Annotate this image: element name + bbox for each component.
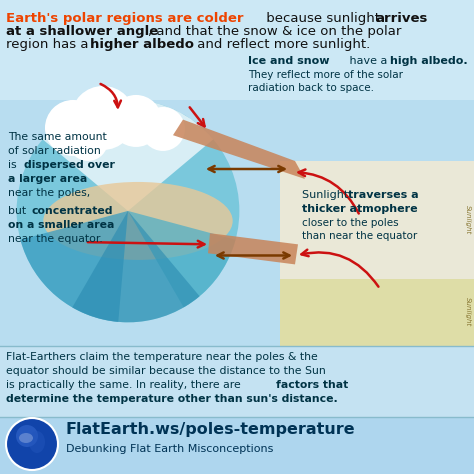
Text: is practically the same. In reality, there are: is practically the same. In reality, the… [6, 380, 244, 390]
Bar [0, 0, 474, 100]
Text: at a shallower angle: at a shallower angle [6, 25, 158, 38]
Wedge shape [20, 211, 128, 322]
Text: Sunlight: Sunlight [465, 205, 471, 235]
Circle shape [16, 425, 38, 447]
Text: They reflect more of the solar: They reflect more of the solar [248, 70, 403, 80]
Text: and reflect more sunlight.: and reflect more sunlight. [193, 38, 370, 51]
Text: concentrated: concentrated [32, 206, 113, 216]
Text: Sunlight: Sunlight [465, 297, 471, 327]
Text: than near the equator: than near the equator [302, 231, 417, 241]
Polygon shape [173, 119, 305, 179]
Ellipse shape [43, 182, 233, 260]
Text: higher albedo: higher albedo [90, 38, 194, 51]
Text: The same amount: The same amount [8, 132, 107, 142]
Text: closer to the poles: closer to the poles [302, 218, 399, 228]
Text: is: is [8, 160, 20, 170]
Text: a larger area: a larger area [8, 174, 87, 184]
Bar [0, 417, 474, 474]
Text: radiation back to space.: radiation back to space. [248, 83, 374, 93]
Text: factors that: factors that [276, 380, 348, 390]
Bar [280, 279, 474, 346]
Circle shape [45, 100, 101, 156]
Text: Ice and snow: Ice and snow [248, 56, 329, 66]
Wedge shape [43, 100, 213, 211]
Circle shape [71, 86, 135, 150]
Polygon shape [208, 233, 298, 264]
Text: FlatEarth.ws/poles-temperature: FlatEarth.ws/poles-temperature [66, 422, 356, 437]
Circle shape [110, 95, 162, 147]
Circle shape [68, 121, 108, 161]
Circle shape [141, 107, 185, 151]
Text: dispersed over: dispersed over [24, 160, 115, 170]
Text: region has a: region has a [6, 38, 93, 51]
Ellipse shape [19, 433, 33, 443]
Text: because sunlight: because sunlight [262, 12, 384, 25]
Text: near the equator.: near the equator. [8, 234, 103, 244]
Text: near the poles,: near the poles, [8, 188, 90, 198]
Text: equator should be similar because the distance to the Sun: equator should be similar because the di… [6, 366, 326, 376]
Circle shape [17, 100, 239, 322]
Text: of solar radiation: of solar radiation [8, 146, 101, 156]
Circle shape [6, 418, 58, 470]
Bar [280, 161, 474, 279]
Text: but: but [8, 206, 29, 216]
Ellipse shape [29, 431, 45, 453]
Text: determine the temperature other than sun's distance.: determine the temperature other than sun… [6, 394, 338, 404]
Text: have a: have a [346, 56, 391, 66]
Wedge shape [128, 211, 236, 308]
Text: high albedo.: high albedo. [390, 56, 468, 66]
Text: Sunlight: Sunlight [302, 190, 352, 200]
Text: arrives: arrives [375, 12, 428, 25]
Text: on a smaller area: on a smaller area [8, 220, 114, 230]
Bar [0, 346, 474, 417]
Text: Flat-Earthers claim the temperature near the poles & the: Flat-Earthers claim the temperature near… [6, 352, 318, 362]
Text: traverses a: traverses a [348, 190, 419, 200]
Text: thicker atmophere: thicker atmophere [302, 204, 418, 214]
Text: , and that the snow & ice on the polar: , and that the snow & ice on the polar [148, 25, 401, 38]
Text: Debunking Flat Earth Misconceptions: Debunking Flat Earth Misconceptions [66, 444, 273, 454]
Text: Earth's polar regions are colder: Earth's polar regions are colder [6, 12, 244, 25]
Bar [0, 100, 474, 346]
Wedge shape [72, 211, 200, 322]
